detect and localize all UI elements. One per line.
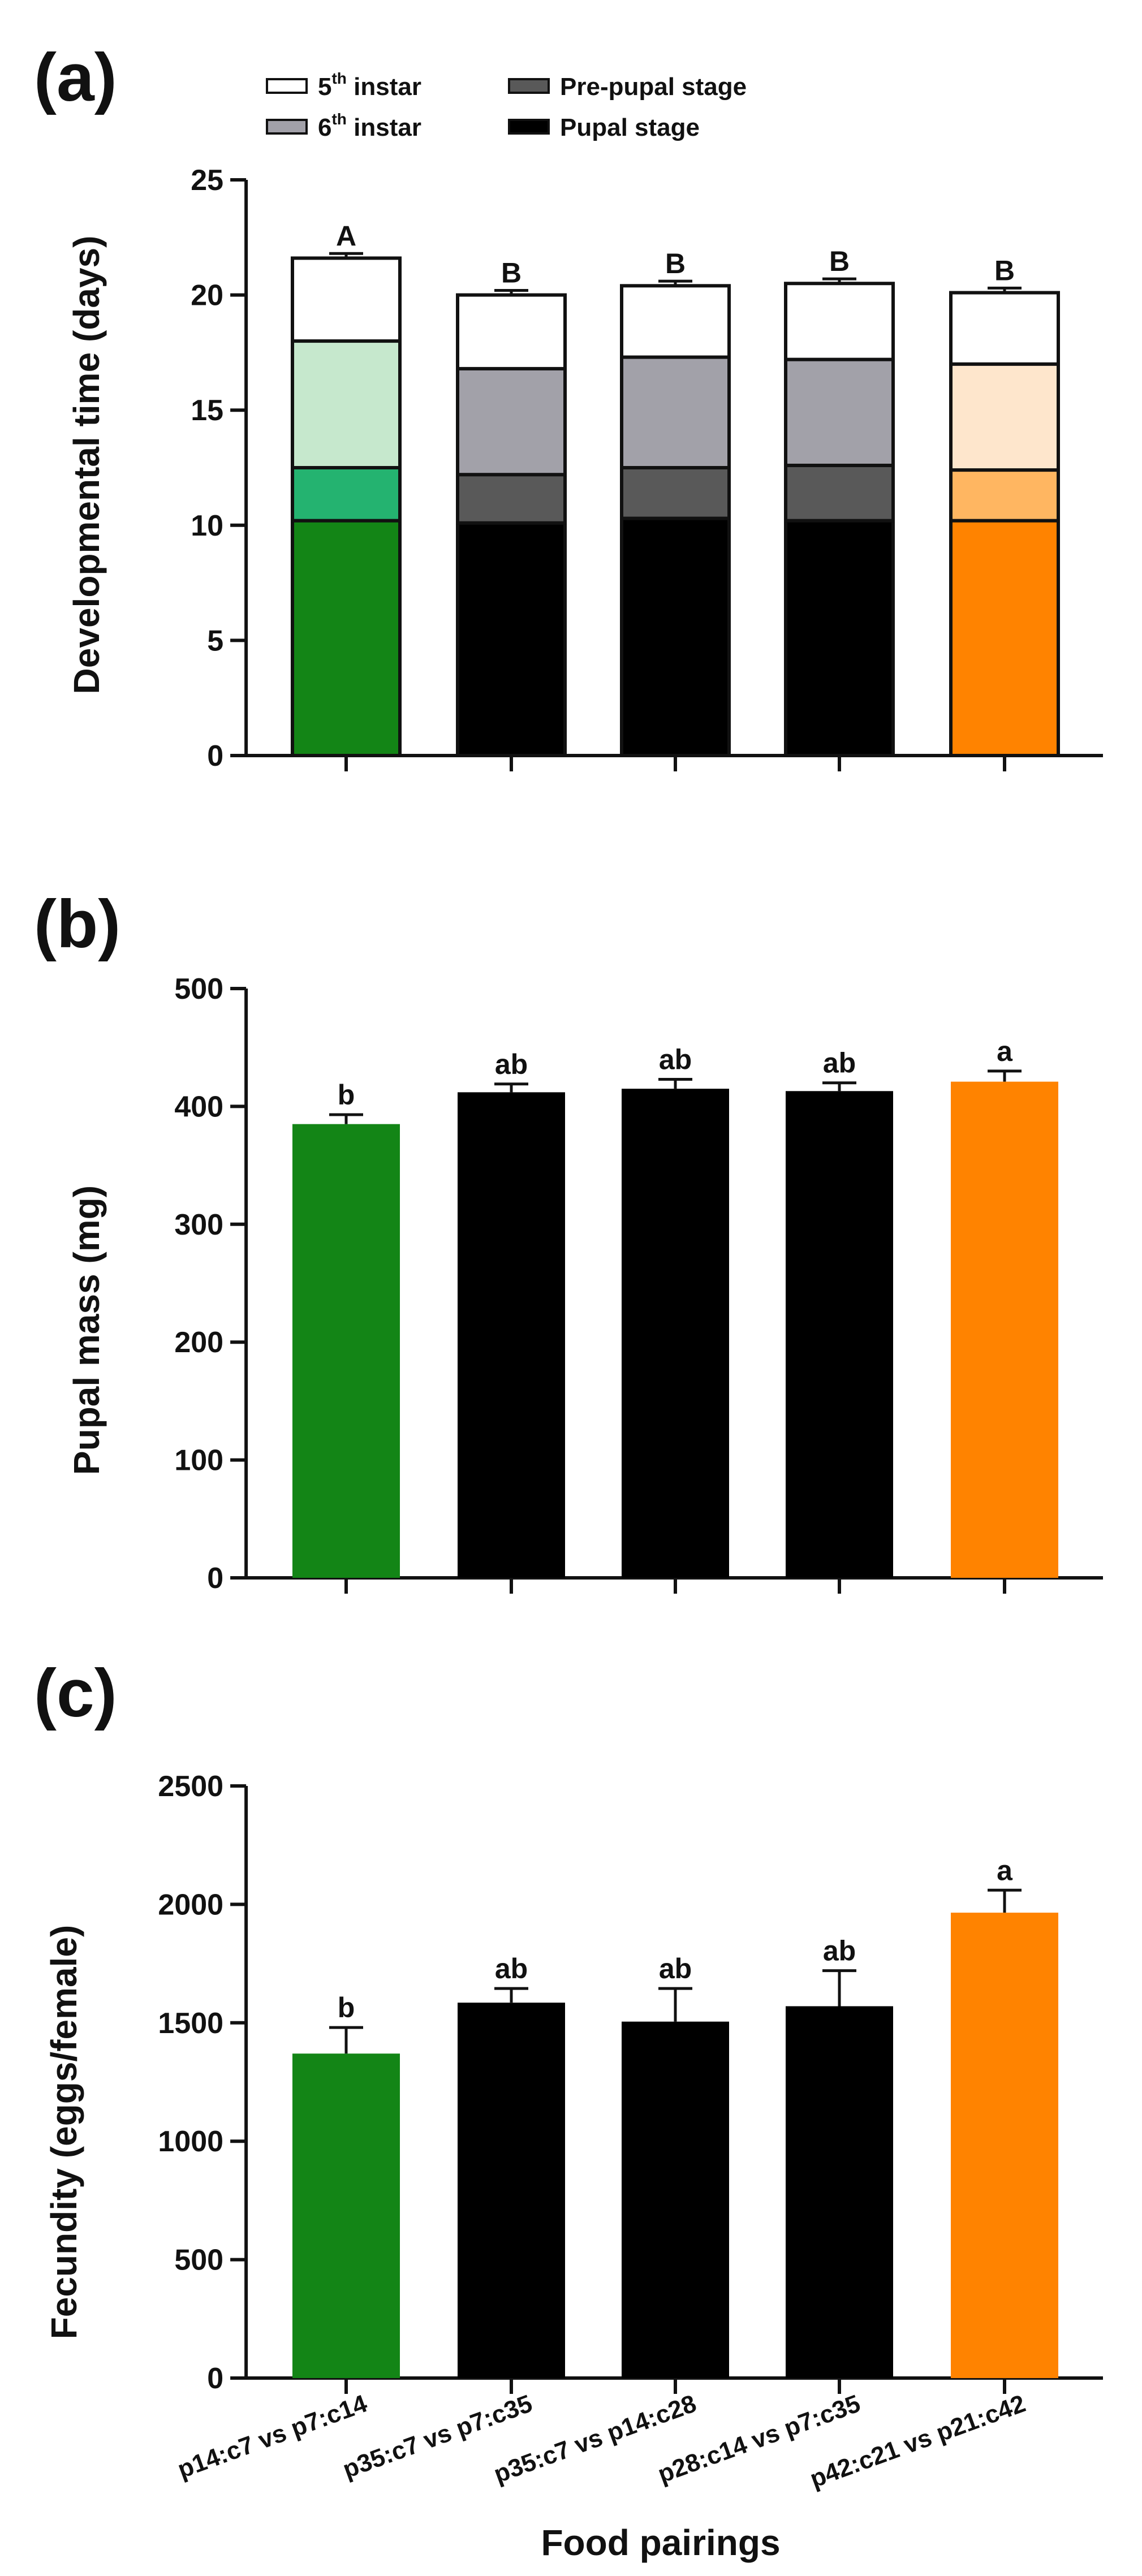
panel-c-fecundity-chart: (c) Fecundity (eggs/female) 0 500 1000 1500… <box>34 1655 1103 2563</box>
panel-c-y-tick-label: 1000 <box>158 2125 223 2158</box>
x-axis-title: Food pairings <box>541 2522 780 2563</box>
stacked-bar-segment <box>784 463 895 523</box>
panel-c-plot-area: 0 500 1000 1500 2000 2500 b ab ab ab a <box>158 1770 1103 2395</box>
legend-label-5th-instar: 5th instar <box>318 70 421 101</box>
legend-label-pre-pupal: Pre-pupal stage <box>560 73 747 101</box>
panel-a-y-tick-label: 15 <box>191 394 223 427</box>
legend-swatch-pre-pupal <box>508 78 550 94</box>
panel-b-label: (b) <box>34 886 120 962</box>
stacked-bar-segment <box>456 521 567 758</box>
significance-label: b <box>338 1079 355 1111</box>
panel-a-y-tick-label: 5 <box>207 624 223 657</box>
significance-label: B <box>665 248 686 279</box>
panel-b-y-axis-title: Pupal mass (mg) <box>66 1185 107 1475</box>
stacked-bar-segment <box>949 291 1060 366</box>
bar <box>458 1092 565 1578</box>
panel-b-y-tick-label: 500 <box>174 973 223 1006</box>
stacked-bar-segment <box>620 284 731 359</box>
panel-c-y-tick-label: 2500 <box>158 1770 223 1803</box>
bar <box>622 1089 729 1578</box>
significance-label: a <box>997 1854 1013 1886</box>
panel-a-legend: 5th instar 6th instar Pre-pupal stage Pu… <box>266 70 747 141</box>
panel-a-y-axis-title: Developmental time (days) <box>66 236 107 694</box>
bar <box>786 2006 893 2378</box>
panel-b-plot-area: 0 100 200 300 400 500 b ab ab ab a <box>174 973 1103 1595</box>
bar <box>292 2053 400 2378</box>
stacked-bar-segment <box>456 293 567 370</box>
significance-label: ab <box>823 1935 856 1967</box>
stacked-bar-segment <box>456 366 567 477</box>
significance-label: b <box>338 1992 355 2023</box>
stacked-bar-segment <box>949 362 1060 472</box>
significance-label: B <box>829 245 850 277</box>
panel-a-y-tick-label: 10 <box>191 510 223 542</box>
panel-b-y-tick-label: 300 <box>174 1209 223 1241</box>
bar <box>951 1913 1058 2378</box>
stacked-bar-segment <box>620 355 731 469</box>
significance-label: ab <box>823 1047 856 1079</box>
panel-c-y-tick-label: 1500 <box>158 2007 223 2040</box>
bar <box>951 1081 1058 1578</box>
stacked-bar-segment <box>620 516 731 757</box>
legend-swatch-5th-instar <box>266 78 308 94</box>
significance-label: A <box>336 220 356 252</box>
bar <box>292 1124 400 1578</box>
panel-b-y-tick-label: 100 <box>174 1444 223 1477</box>
stacked-bar-segment <box>291 256 402 343</box>
significance-label: B <box>994 254 1015 286</box>
panel-b-y-tick-label: 0 <box>207 1562 223 1595</box>
x-category-label: p14:c7 vs p7:c14 <box>174 2389 371 2484</box>
panel-a-plot-area: 0510152025aAaAaAbBaAbBaAbBaAbB <box>191 164 1103 773</box>
panel-c-y-axis-title: Fecundity (eggs/female) <box>44 1925 84 2340</box>
panel-a-y-tick-label: 0 <box>207 740 223 773</box>
legend-label-6th-instar: 6th instar <box>318 110 421 141</box>
stacked-bar-segment <box>784 519 895 757</box>
stacked-bar-segment <box>456 473 567 525</box>
panel-c-y-tick-label: 500 <box>174 2244 223 2277</box>
stacked-bar-segment <box>949 468 1060 523</box>
panel-c-y-tick-label: 2000 <box>158 1888 223 1921</box>
significance-label: B <box>501 257 522 288</box>
bar <box>786 1091 893 1578</box>
stacked-bar-segment <box>291 339 402 469</box>
panel-b-y-tick-label: 400 <box>174 1090 223 1123</box>
panel-a-label: (a) <box>34 40 117 115</box>
panel-a-developmental-time-chart: (a) 5th instar 6th instar Pre-pupal stag… <box>34 40 1103 773</box>
stacked-bar-segment <box>291 519 402 757</box>
panel-b-y-tick-label: 200 <box>174 1326 223 1359</box>
stacked-bar-segment <box>620 466 731 520</box>
bar <box>622 2021 729 2378</box>
legend-label-pupal: Pupal stage <box>560 114 700 141</box>
stacked-bar-segment <box>949 519 1060 757</box>
stacked-bar-segment <box>784 357 895 467</box>
panel-b-pupal-mass-chart: (b) Pupal mass (mg) 0 100 200 300 400 500 b ab a… <box>34 886 1103 1595</box>
significance-label: ab <box>659 1953 692 1984</box>
panel-a-y-tick-label: 20 <box>191 279 223 312</box>
significance-label: ab <box>659 1043 692 1075</box>
stacked-bar-segment <box>291 466 402 523</box>
significance-label: a <box>997 1035 1013 1067</box>
significance-label: ab <box>495 1953 528 1984</box>
panel-c-y-tick-label: 0 <box>207 2362 223 2395</box>
bar <box>458 2003 565 2378</box>
legend-swatch-pupal <box>508 119 550 135</box>
significance-label: ab <box>495 1048 528 1080</box>
stacked-bar-segment <box>784 282 895 361</box>
panel-a-y-tick-label: 25 <box>191 164 223 197</box>
panel-c-label: (c) <box>34 1655 117 1731</box>
legend-swatch-6th-instar <box>266 119 308 135</box>
